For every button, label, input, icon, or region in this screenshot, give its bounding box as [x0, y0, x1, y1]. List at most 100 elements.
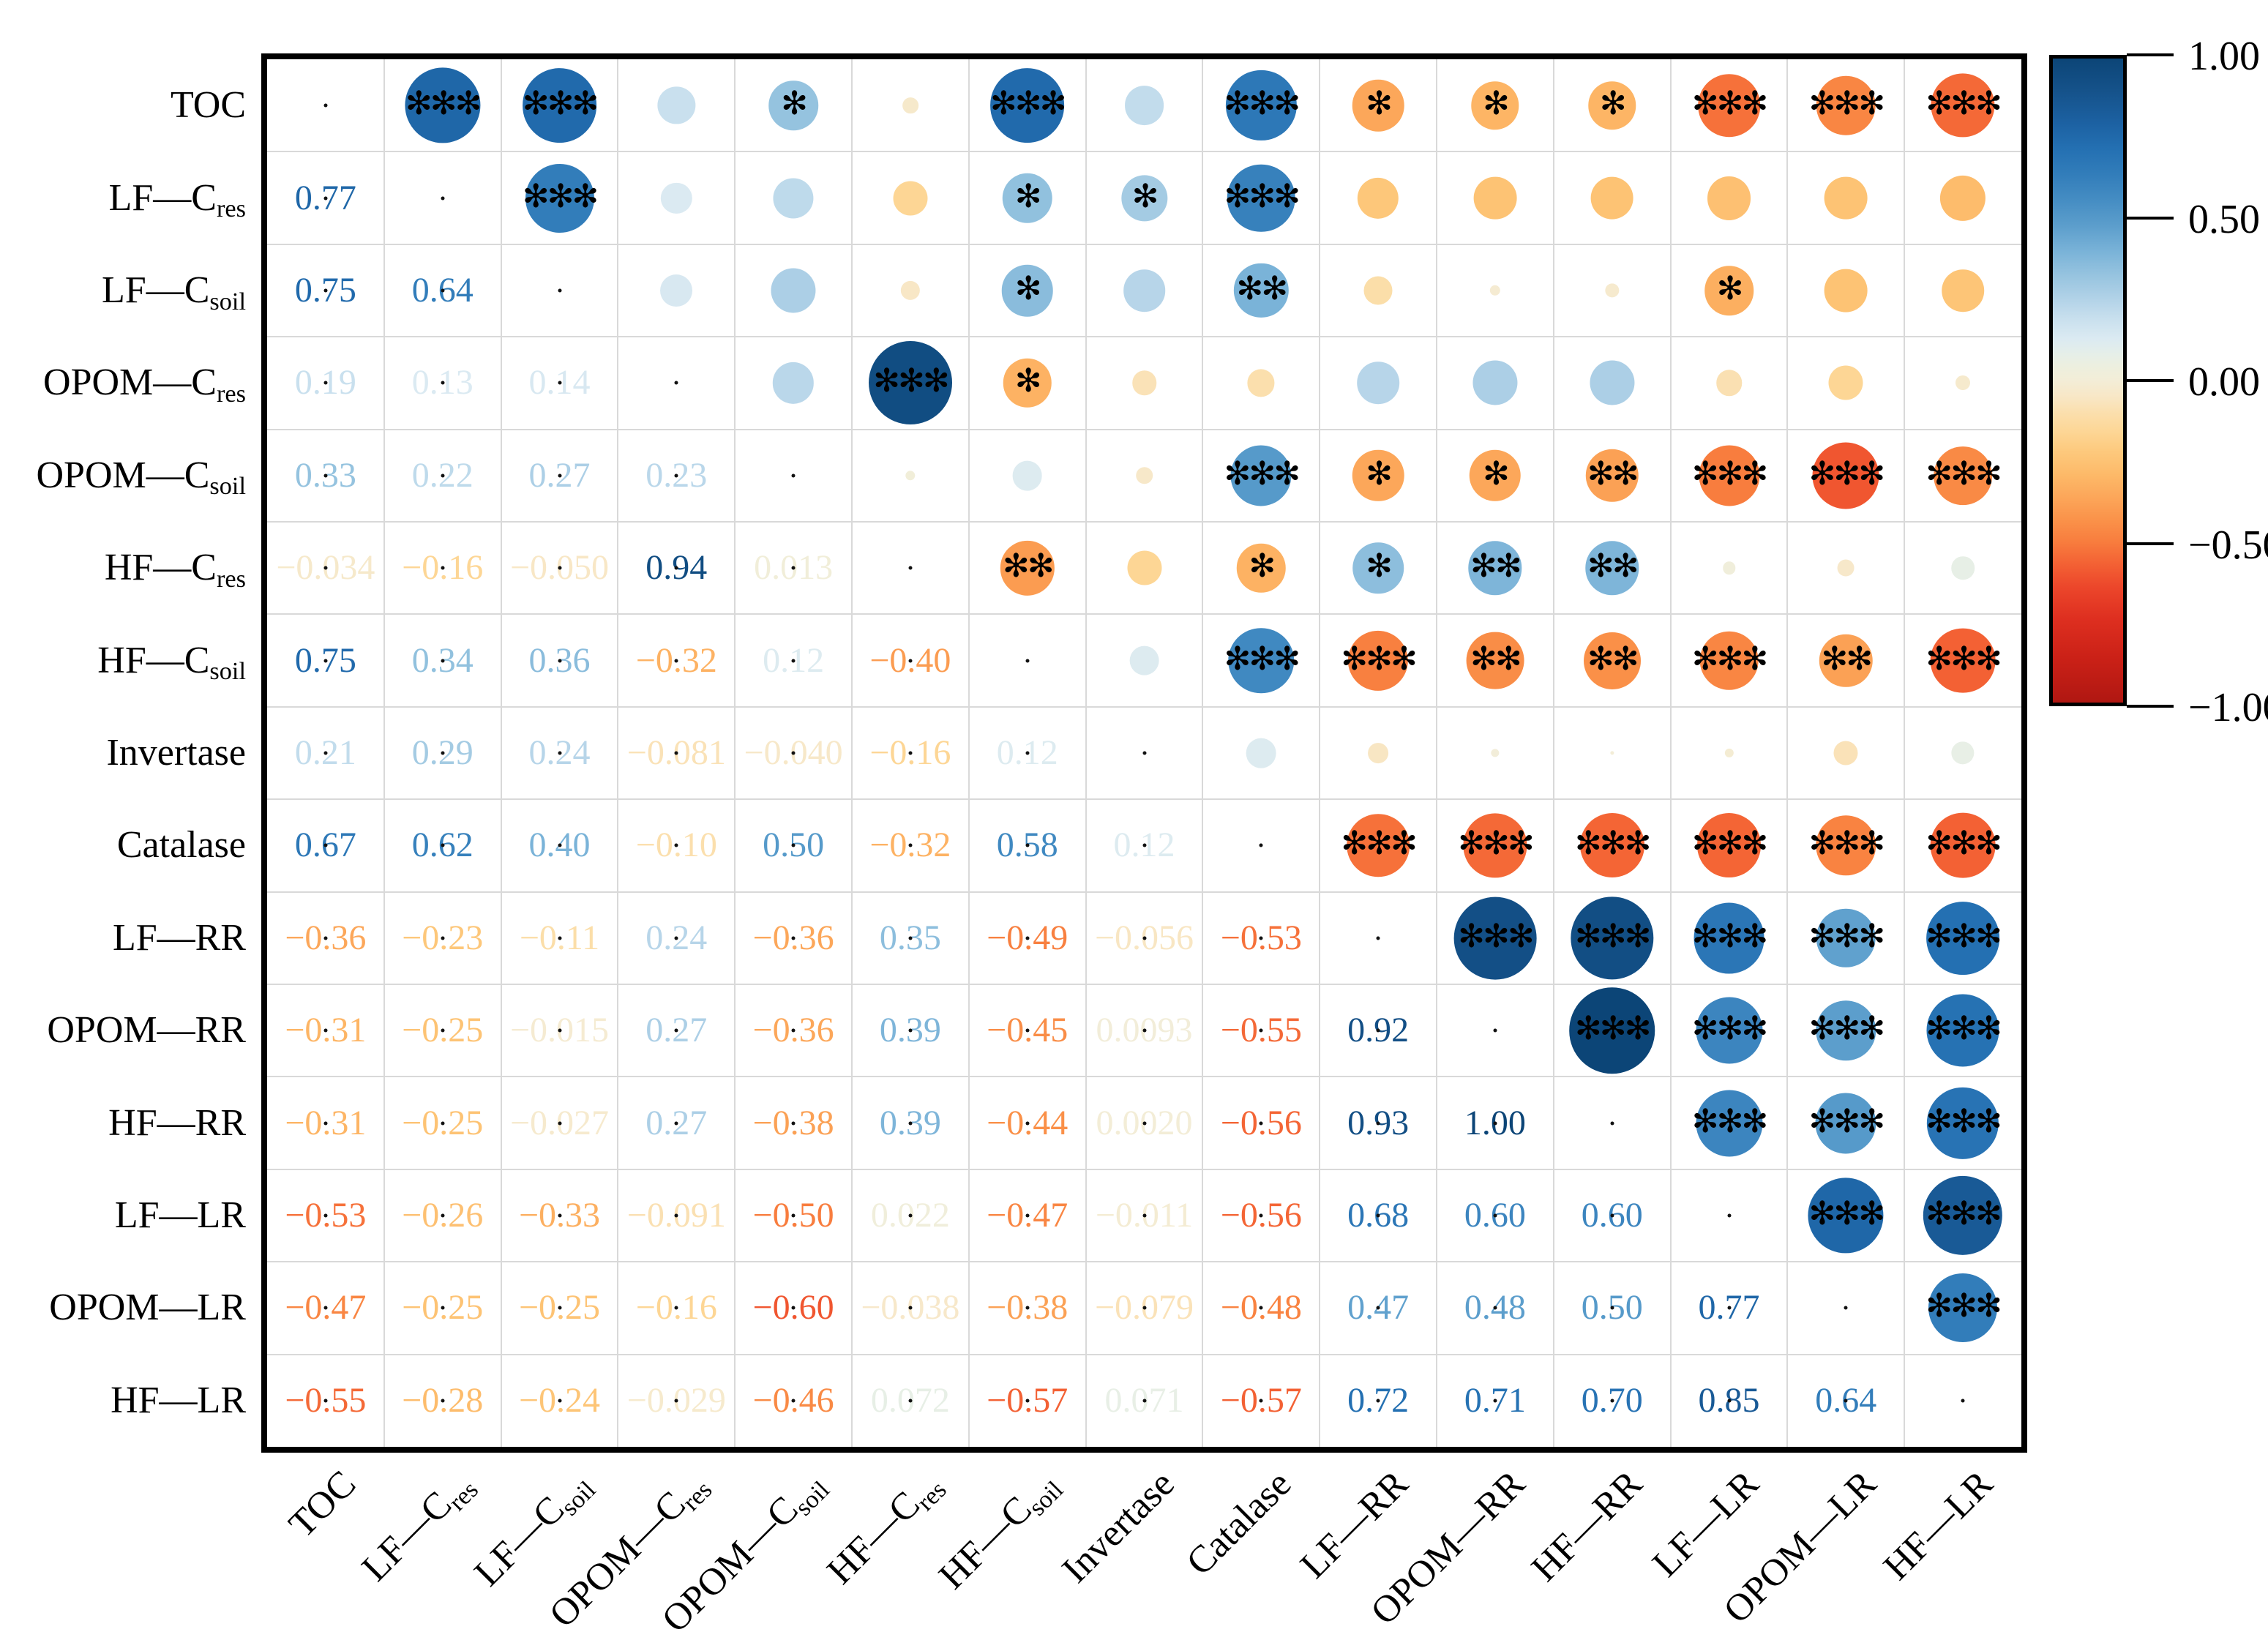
x-axis-label: LF—Cres	[354, 1464, 484, 1590]
significance-stars: ✻	[781, 85, 808, 123]
x-label-text: LF—C	[354, 1483, 460, 1590]
cell-center-dot	[1025, 751, 1030, 755]
gridline-vertical	[734, 59, 736, 1447]
cell-center-dot	[791, 659, 796, 663]
correlation-circle	[1453, 896, 1537, 980]
correlation-circle	[1357, 177, 1399, 219]
colorbar-tick-label: 0.00	[2188, 359, 2260, 405]
cell-center-dot	[1610, 1306, 1614, 1310]
x-label-text: Catalase	[1178, 1462, 1300, 1584]
correlation-circle	[1226, 70, 1297, 141]
cell-center-dot	[791, 1028, 796, 1033]
significance-stars: ✻✻✻	[989, 85, 1067, 123]
cell-center-dot	[1259, 1213, 1263, 1218]
significance-stars: ✻✻✻	[1691, 918, 1769, 956]
gridline-horizontal	[267, 984, 2021, 985]
y-label-subscript: res	[216, 564, 246, 593]
correlation-circle	[1001, 264, 1053, 317]
y-axis-label: Invertase	[0, 734, 246, 772]
significance-stars: ✻✻	[1587, 640, 1639, 678]
correlation-circle	[1699, 631, 1759, 690]
y-label-text: HF—C	[104, 547, 217, 589]
significance-stars: ✻✻✻	[1808, 1102, 1885, 1140]
significance-stars: ✻✻	[1002, 547, 1055, 585]
cell-center-dot	[323, 288, 328, 293]
diagonal-dot	[674, 381, 678, 385]
correlation-circle	[1828, 365, 1863, 400]
cell-center-dot	[674, 566, 678, 570]
x-axis-label: LF—RR	[1292, 1463, 1416, 1587]
correlation-circle	[1124, 86, 1164, 126]
cell-center-dot	[674, 936, 678, 940]
correlation-circle	[1931, 73, 1995, 138]
cell-center-dot	[1259, 1306, 1263, 1310]
gridline-horizontal	[267, 336, 2021, 338]
cell-center-dot	[323, 843, 328, 847]
y-label-text: LF—C	[108, 176, 217, 219]
correlation-circle	[905, 471, 916, 481]
cell-center-dot	[791, 751, 796, 755]
gridline-horizontal	[267, 705, 2021, 708]
y-label-text: TOC	[170, 84, 246, 127]
cell-center-dot	[558, 936, 561, 940]
cell-center-dot	[558, 1213, 561, 1218]
correlation-circle	[1926, 994, 1999, 1067]
gridline-vertical	[1085, 59, 1087, 1447]
diagonal-dot	[1376, 936, 1380, 940]
y-label-subscript: res	[216, 380, 246, 408]
diagonal-dot	[1259, 843, 1263, 847]
cell-center-dot	[558, 1306, 561, 1310]
y-axis-label: OPOM—LR	[0, 1289, 246, 1327]
cell-center-dot	[908, 1306, 913, 1310]
correlation-circle	[1247, 369, 1275, 397]
correlation-circle	[1707, 176, 1751, 220]
x-axis-label: HF—LR	[1876, 1463, 2001, 1588]
significance-stars: ✻✻	[1470, 640, 1522, 678]
correlation-circle	[1715, 370, 1743, 397]
correlation-circle	[1000, 541, 1055, 596]
diagonal-dot	[1142, 751, 1146, 755]
y-label-subscript: soil	[209, 472, 246, 501]
gridline-vertical	[1904, 59, 1906, 1447]
correlation-circle	[1583, 632, 1641, 689]
cell-center-dot	[1376, 1306, 1380, 1310]
correlation-circle	[1237, 543, 1286, 593]
significance-stars: ✻✻✻	[1574, 825, 1652, 863]
correlation-circle	[1951, 741, 1975, 765]
cell-center-dot	[323, 473, 328, 478]
correlation-circle	[771, 268, 816, 313]
y-label-subscript: res	[216, 195, 246, 223]
correlation-circle	[1585, 449, 1639, 503]
correlation-circle	[1352, 449, 1404, 502]
cell-center-dot	[674, 473, 678, 478]
gridline-horizontal	[267, 151, 2021, 153]
cell-center-dot	[1142, 843, 1146, 847]
significance-stars: ✻✻✻	[1691, 825, 1769, 863]
correlation-circle	[657, 86, 695, 124]
cell-center-dot	[558, 381, 561, 385]
cell-center-dot	[791, 1306, 796, 1310]
significance-stars: ✻	[1482, 85, 1510, 123]
cell-center-dot	[1142, 1306, 1146, 1310]
correlation-circle	[1824, 176, 1868, 220]
correlation-circle	[772, 362, 815, 404]
y-axis-label: OPOM—Cres	[0, 364, 246, 406]
correlation-circle	[1816, 908, 1876, 968]
significance-stars: ✻	[1366, 455, 1393, 493]
significance-stars: ✻	[1366, 547, 1393, 585]
significance-stars: ✻✻✻	[1458, 918, 1535, 956]
gridline-horizontal	[267, 428, 2021, 430]
significance-stars: ✻✻✻	[1925, 825, 2002, 863]
significance-stars: ✻✻✻	[1691, 1010, 1769, 1048]
x-axis-label: HF—RR	[1524, 1463, 1650, 1590]
cell-center-dot	[441, 473, 445, 478]
significance-stars: ✻✻	[1587, 455, 1639, 493]
y-label-text: HF—RR	[108, 1101, 246, 1144]
correlation-circle	[1489, 285, 1501, 296]
correlation-circle	[1812, 442, 1879, 509]
y-label-text: OPOM—RR	[47, 1009, 246, 1052]
correlation-circle	[1135, 467, 1153, 484]
cell-center-dot	[1259, 1028, 1263, 1033]
cell-center-dot	[558, 843, 561, 847]
